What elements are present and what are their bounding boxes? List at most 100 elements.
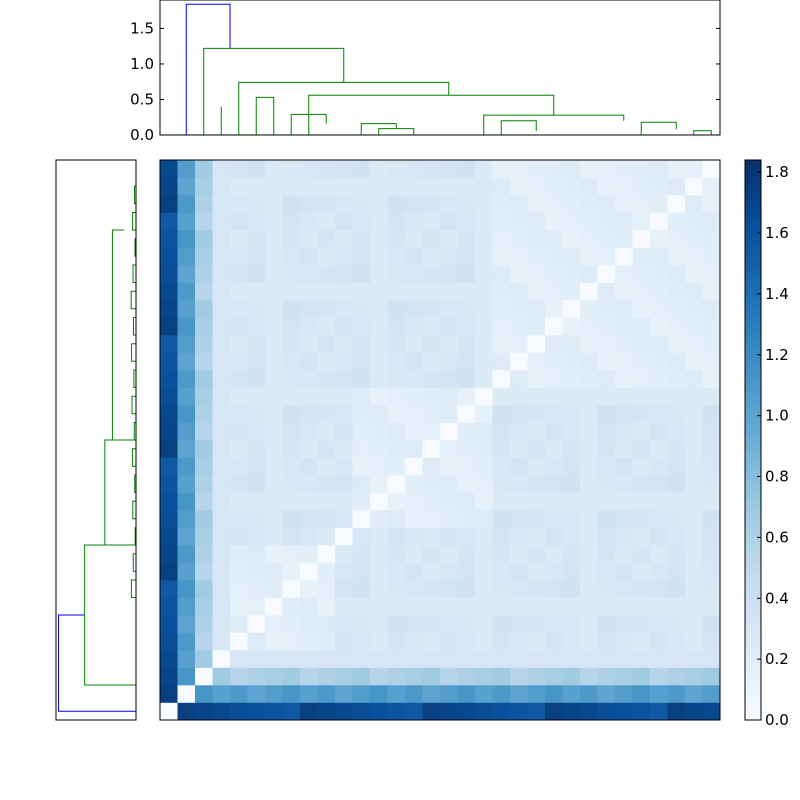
- colorbar-gradient: [745, 160, 761, 720]
- heatmap-cell: [702, 177, 721, 196]
- heatmap-cell: [510, 615, 528, 633]
- heatmap-cell: [527, 650, 546, 668]
- heatmap-cell: [475, 230, 493, 248]
- heatmap-cell: [492, 265, 511, 283]
- heatmap-cell: [177, 300, 196, 318]
- heatmap-cell: [265, 370, 283, 388]
- heatmap-cell: [562, 702, 581, 721]
- heatmap-cell: [335, 177, 353, 196]
- left-dendrogram-link: [84, 544, 136, 686]
- heatmap-cell: [387, 387, 406, 406]
- heatmap-cell: [335, 580, 353, 598]
- heatmap-cell: [352, 247, 371, 266]
- heatmap-cell: [667, 387, 686, 406]
- heatmap-cell: [562, 387, 581, 406]
- heatmap-cell: [160, 160, 178, 178]
- heatmap-cell: [387, 457, 406, 476]
- heatmap-cell: [510, 702, 528, 721]
- heatmap-cell: [562, 650, 581, 668]
- heatmap-cell: [265, 580, 283, 598]
- heatmap-cell: [440, 387, 458, 406]
- heatmap-cell: [650, 545, 668, 563]
- heatmap-cell: [195, 667, 213, 686]
- top-dendrogram-link: [255, 96, 275, 135]
- heatmap-cell: [562, 160, 581, 178]
- heatmap-cell: [317, 282, 336, 301]
- heatmap-cell: [685, 580, 703, 598]
- heatmap-cell: [230, 597, 248, 616]
- heatmap-cell: [230, 475, 248, 493]
- heatmap-cell: [370, 352, 388, 371]
- heatmap-cell: [300, 300, 318, 318]
- heatmap-cell: [492, 475, 511, 493]
- heatmap-cell: [597, 212, 616, 231]
- heatmap-cell: [580, 597, 598, 616]
- heatmap-cell: [335, 562, 353, 581]
- heatmap-cell: [457, 230, 476, 248]
- heatmap-cell: [667, 440, 686, 458]
- heatmap-cell: [422, 282, 441, 301]
- heatmap-cell: [405, 265, 423, 283]
- heatmap-cell: [510, 527, 528, 546]
- heatmap-cell: [230, 545, 248, 563]
- heatmap-cell: [247, 317, 266, 336]
- heatmap-cell: [160, 615, 178, 633]
- heatmap-cell: [352, 300, 371, 318]
- top-dendrogram-frame: [159, 0, 721, 136]
- heatmap-cell: [352, 632, 371, 651]
- heatmap-cell: [335, 405, 353, 423]
- heatmap-cell: [317, 440, 336, 458]
- heatmap-cell: [265, 195, 283, 213]
- heatmap-cell: [702, 685, 721, 703]
- heatmap-cell: [422, 370, 441, 388]
- heatmap-cell: [685, 597, 703, 616]
- heatmap-cell: [247, 282, 266, 301]
- heatmap-cell: [160, 317, 178, 336]
- heatmap-cell: [160, 282, 178, 301]
- heatmap-cell: [160, 370, 178, 388]
- heatmap-cell: [580, 457, 598, 476]
- heatmap-cell: [527, 247, 546, 266]
- heatmap-cell: [265, 615, 283, 633]
- heatmap-cell: [440, 282, 458, 301]
- heatmap-cell: [527, 160, 546, 178]
- heatmap-cell: [650, 580, 668, 598]
- heatmap-cell: [352, 492, 371, 511]
- heatmap-cell: [632, 405, 651, 423]
- heatmap-cell: [300, 177, 318, 196]
- heatmap-cell: [177, 282, 196, 301]
- heatmap-cell: [685, 282, 703, 301]
- heatmap-cell: [405, 177, 423, 196]
- heatmap-cell: [597, 230, 616, 248]
- heatmap-cell: [650, 597, 668, 616]
- heatmap-cell: [300, 282, 318, 301]
- heatmap-cell: [230, 230, 248, 248]
- heatmap-cell: [317, 597, 336, 616]
- heatmap-cell: [632, 685, 651, 703]
- heatmap-cell: [230, 160, 248, 178]
- heatmap-cell: [422, 457, 441, 476]
- heatmap-cell: [650, 667, 668, 686]
- heatmap-cell: [527, 352, 546, 371]
- heatmap-cell: [317, 615, 336, 633]
- heatmap-cell: [562, 195, 581, 213]
- heatmap-cell: [300, 440, 318, 458]
- heatmap-cell: [597, 352, 616, 371]
- heatmap-cell: [195, 335, 213, 353]
- heatmap-cell: [387, 475, 406, 493]
- heatmap-cell: [352, 702, 371, 721]
- heatmap-cell: [650, 335, 668, 353]
- heatmap-cell: [247, 650, 266, 668]
- heatmap-cell: [650, 282, 668, 301]
- left-dendrogram-link: [131, 395, 136, 415]
- heatmap-cell: [702, 230, 721, 248]
- heatmap-cell: [247, 405, 266, 423]
- heatmap-cell: [527, 510, 546, 528]
- heatmap-cell: [545, 440, 563, 458]
- colorbar-tick-label: 0.0: [765, 711, 789, 729]
- heatmap-cell: [615, 650, 633, 668]
- heatmap-cell: [247, 492, 266, 511]
- heatmap-cell: [387, 650, 406, 668]
- heatmap-cell: [562, 580, 581, 598]
- heatmap-cell: [527, 562, 546, 581]
